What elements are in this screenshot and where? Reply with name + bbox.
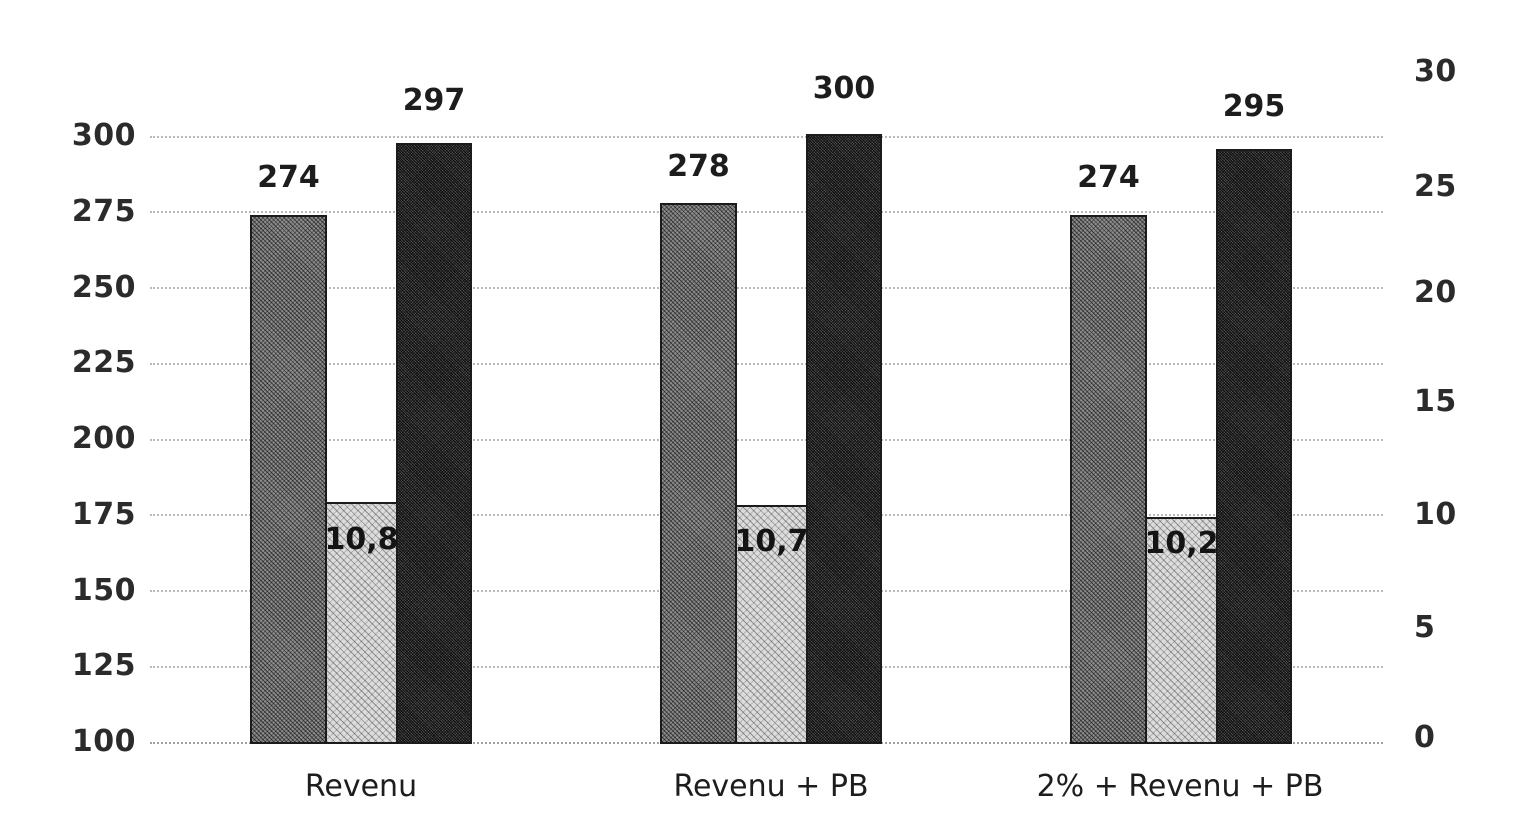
right-axis-tick-5: 5 (1414, 613, 1435, 643)
right-axis-tick-25: 25 (1414, 172, 1457, 202)
datalabel-serie1-revenu-pb: 278 (660, 152, 737, 182)
datalabel-serie2-2pct-revenu-pb: 10,2 (1143, 529, 1220, 559)
bar-chart: 300 275 250 225 200 175 150 125 100 30 2… (0, 0, 1516, 830)
gridline-300 (150, 136, 1383, 138)
bar-serie1-revenu[interactable] (250, 215, 327, 744)
category-label-revenu-pb: Revenu + PB (660, 772, 882, 802)
bar-serie3-2pct-revenu-pb[interactable] (1216, 149, 1292, 744)
right-axis-tick-0: 0 (1414, 723, 1435, 753)
bar-serie1-2pct-revenu-pb[interactable] (1070, 215, 1147, 744)
right-axis-tick-20: 20 (1414, 278, 1457, 308)
gridline-250 (150, 287, 1383, 289)
left-axis-tick-250: 250 (72, 273, 136, 303)
gridline-225 (150, 363, 1383, 365)
bar-serie1-revenu-pb[interactable] (660, 203, 737, 744)
datalabel-serie1-2pct-revenu-pb: 274 (1070, 163, 1147, 193)
left-axis-tick-275: 275 (72, 197, 136, 227)
gridline-200 (150, 439, 1383, 441)
category-label-2pct-revenu-pb: 2% + Revenu + PB (1030, 772, 1330, 802)
datalabel-serie3-revenu-pb: 300 (806, 74, 882, 104)
category-label-revenu: Revenu (250, 772, 472, 802)
datalabel-serie1-revenu: 274 (250, 163, 327, 193)
right-axis-tick-15: 15 (1414, 387, 1457, 417)
right-axis-tick-10: 10 (1414, 500, 1457, 530)
left-axis-tick-100: 100 (72, 727, 136, 757)
left-axis-tick-125: 125 (72, 651, 136, 681)
left-axis-tick-175: 175 (72, 500, 136, 530)
datalabel-serie3-2pct-revenu-pb: 295 (1216, 92, 1292, 122)
right-axis-tick-30: 30 (1414, 57, 1457, 87)
bar-serie3-revenu[interactable] (396, 143, 472, 744)
left-axis-tick-200: 200 (72, 424, 136, 454)
bar-serie3-revenu-pb[interactable] (806, 134, 882, 744)
left-axis-tick-300: 300 (72, 121, 136, 151)
gridline-275 (150, 211, 1383, 213)
datalabel-serie2-revenu: 10,8 (323, 525, 400, 555)
left-axis-tick-150: 150 (72, 576, 136, 606)
datalabel-serie2-revenu-pb: 10,7 (733, 527, 810, 557)
datalabel-serie3-revenu: 297 (396, 86, 472, 116)
left-axis-tick-225: 225 (72, 348, 136, 378)
